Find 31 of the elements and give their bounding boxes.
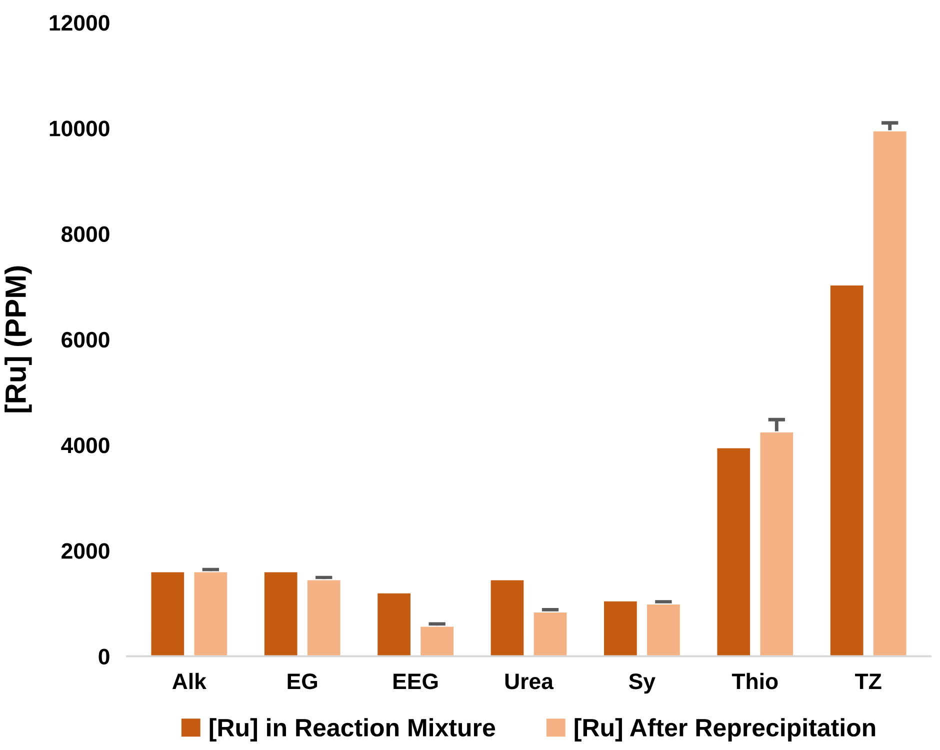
y-tick-label: 2000: [62, 543, 110, 559]
bar: [872, 130, 908, 656]
x-tick-label: Urea: [505, 674, 554, 690]
y-tick-label: 8000: [62, 226, 110, 242]
x-tick-label: Alk: [172, 672, 206, 690]
bar: [420, 626, 455, 656]
bar: [759, 431, 794, 656]
bar: [532, 611, 568, 656]
bar: [646, 603, 681, 656]
legend-label: [Ru] in Reaction Mixture: [210, 718, 496, 742]
x-tick-label: Thio: [732, 672, 778, 690]
bar: [306, 579, 342, 656]
y-tick-label: 6000: [62, 332, 110, 348]
bar: [376, 592, 412, 656]
y-tick-label: 12000: [50, 15, 110, 31]
y-tick-label: 10000: [50, 120, 110, 136]
bar: [193, 571, 228, 656]
bar: [716, 447, 752, 656]
bar: [490, 579, 525, 656]
x-tick-label: EEG: [394, 674, 438, 690]
bar: [263, 571, 298, 656]
y-axis-title: [Ru] (PPM): [4, 266, 32, 412]
y-tick-label: 4000: [61, 438, 110, 454]
bar: [150, 571, 186, 656]
x-tick-label: Sy: [628, 674, 656, 694]
bar: [829, 284, 864, 656]
x-tick-label: EG: [288, 674, 318, 690]
legend-label: [Ru] After Reprecipitation: [574, 718, 876, 742]
y-tick-label: 0: [98, 648, 110, 665]
x-tick-label: TZ: [855, 674, 882, 690]
bar: [602, 600, 638, 656]
